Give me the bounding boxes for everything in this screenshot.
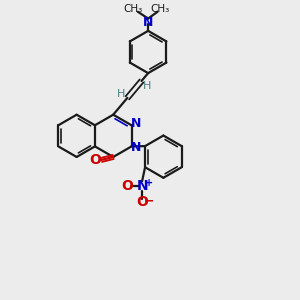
Text: N: N	[131, 141, 141, 154]
Text: N: N	[136, 179, 148, 193]
Text: +: +	[145, 178, 153, 188]
Text: O: O	[121, 179, 133, 193]
Text: N: N	[143, 16, 153, 28]
Text: N: N	[131, 117, 141, 130]
Text: O: O	[136, 195, 148, 209]
Text: CH₃: CH₃	[124, 4, 143, 14]
Text: −: −	[143, 194, 154, 208]
Text: CH₃: CH₃	[151, 4, 170, 14]
Text: H: H	[117, 89, 125, 99]
Text: H: H	[142, 81, 151, 91]
Text: O: O	[90, 153, 102, 167]
